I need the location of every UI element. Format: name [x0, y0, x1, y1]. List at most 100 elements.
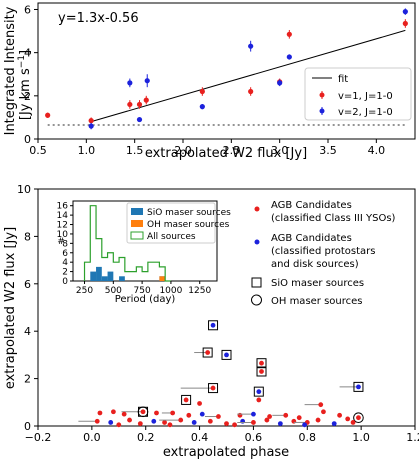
sio-maser-square — [353, 381, 364, 392]
top-point-v2 — [199, 104, 205, 110]
inset-legend-box — [126, 202, 216, 244]
bottom-point-red — [207, 418, 213, 424]
bottom-point-red — [232, 422, 237, 428]
bottom-y-tick-label: 8 — [24, 230, 31, 243]
legend-red-dot-icon — [254, 206, 260, 212]
top-x-axis-label: extrapolated W2 flux [Jy] — [145, 146, 307, 161]
top-x-tick-label: 1.0 — [78, 144, 96, 157]
inset-bars — [83, 205, 171, 282]
top-plot-frame — [37, 2, 416, 140]
bottom-point-red — [97, 410, 103, 416]
inset-x-ticks: 250 500 750 1000 1250 — [76, 281, 211, 296]
bottom-point-blue — [151, 418, 157, 424]
top-y-axis-label: Integrated Intensity [Jy km s−1] — [3, 6, 33, 135]
inset-y-tick-label: 6 — [62, 249, 68, 259]
bottom-x-tick-label: 0.0 — [83, 431, 101, 444]
top-y-tick-label: 4 — [24, 47, 31, 60]
top-y-label-exponent: −1 — [17, 55, 27, 68]
legend-fit-label: fit — [338, 74, 348, 85]
bottom-point-red — [318, 402, 324, 408]
top-point-v2 — [277, 80, 283, 86]
legend-red-line2: (classified Class III YSOs) — [271, 213, 396, 224]
bottom-point-blue — [331, 421, 337, 427]
inset-legend-all-label: All sources — [147, 232, 196, 242]
sio-maser-square — [256, 366, 267, 377]
bottom-point-red — [178, 417, 184, 423]
bottom-point-red — [267, 414, 272, 419]
top-x-tick-label: 1.5 — [126, 144, 144, 157]
inset-y-tick-label: 2 — [62, 268, 68, 278]
bottom-point-red — [111, 409, 116, 415]
bottom-point-red — [264, 417, 270, 423]
legend-circle-icon — [251, 294, 262, 306]
top-point-v1 — [286, 31, 292, 37]
bottom-point-blue — [210, 322, 216, 328]
bottom-point-red — [116, 422, 122, 428]
top-point-v1 — [199, 88, 205, 95]
inset-legend-sio-label: SiO maser sources — [147, 208, 231, 218]
inset-bar-oh — [159, 276, 166, 281]
bottom-point-red — [224, 421, 229, 427]
bottom-y-tick-label: 6 — [24, 278, 31, 291]
bottom-point-blue — [277, 421, 283, 427]
bottom-y-tick-label: 2 — [24, 373, 31, 386]
inset-y-tick-label: 8 — [62, 239, 68, 249]
bottom-point-blue — [224, 352, 229, 358]
inset-y-tick-label: 14 — [57, 211, 69, 221]
top-point-v1 — [136, 101, 143, 108]
bottom-y-tick-label: 0 — [24, 420, 31, 433]
top-x-tick-label: 0.5 — [29, 144, 47, 157]
legend-blue-line1: AGB Candidates — [271, 233, 352, 244]
top-x-tick-label: 4.0 — [368, 144, 386, 157]
inset-y-label: # — [57, 237, 65, 247]
bottom-x-tick-label: 1.2 — [406, 431, 419, 444]
bottom-point-red — [210, 385, 216, 391]
top-point-v1 — [127, 101, 133, 108]
bottom-point-blue — [356, 384, 361, 390]
inset-legend-oh-swatch — [131, 220, 143, 227]
bottom-point-blue — [191, 420, 197, 425]
bottom-point-blue — [251, 411, 256, 417]
fit-line-segment — [91, 29, 406, 123]
top-data-points — [45, 8, 408, 130]
inset-legend-all-swatch — [130, 231, 144, 240]
top-y-tick-label: 0 — [24, 133, 31, 146]
legend-blue-line3: and disk sources) — [271, 259, 359, 270]
inset-y-tick-label: 4 — [62, 258, 68, 268]
top-y-label-close: ] — [18, 50, 33, 55]
bottom-x-tick-label: 0.6 — [245, 431, 263, 444]
top-point-v2 — [136, 116, 143, 123]
inset-bar-sio — [107, 271, 114, 281]
bottom-x-tick-label: 1.0 — [352, 431, 370, 444]
top-point-v2 — [88, 123, 94, 129]
inset-y-tick-label: 16 — [57, 202, 69, 212]
bottom-point-red — [259, 360, 264, 366]
top-point-v2 — [144, 78, 150, 84]
inset-x-tick-label: 750 — [134, 286, 151, 296]
bottom-x-tick-label: −0.2 — [25, 431, 52, 444]
bottom-x-axis-label: extrapolated phase — [163, 445, 289, 460]
legend-v2-label: v=2, J=1-0 — [338, 107, 393, 118]
top-y-ticks: 0 2 4 6 — [24, 3, 38, 146]
bottom-point-red — [283, 412, 289, 418]
top-point-v1 — [402, 20, 408, 27]
inset-y-tick-label: 0 — [62, 277, 68, 287]
top-panel: 0.5 1.0 1.5 2.0 2.5 3.0 3.5 4.0 0 2 4 6 y=1.3x-0.5… — [3, 2, 416, 161]
inset-y-tick-label: 10 — [57, 230, 69, 240]
legend-blue-line2: (classified protostars — [271, 246, 375, 257]
bottom-y-tick-label: 10 — [17, 183, 31, 196]
fit-line — [91, 29, 406, 123]
inset-bar-sio — [101, 276, 108, 281]
bottom-x-tick-label: 0.2 — [137, 431, 155, 444]
inset-x-tick-label: 1250 — [188, 286, 211, 296]
top-point-v1 — [143, 97, 149, 103]
bottom-x-ticks: −0.2 0.0 0.2 0.4 0.6 0.8 1.0 1.2 — [25, 426, 419, 444]
bottom-point-red — [356, 415, 361, 421]
bottom-legend: AGB Candidates (classified Class III YSO… — [251, 200, 396, 307]
inset-bar-sio — [90, 271, 97, 281]
bottom-point-red — [170, 410, 176, 416]
bottom-point-red — [350, 420, 356, 425]
bottom-y-tick-label: 4 — [24, 325, 31, 338]
inset-x-tick-label: 1000 — [159, 286, 182, 296]
